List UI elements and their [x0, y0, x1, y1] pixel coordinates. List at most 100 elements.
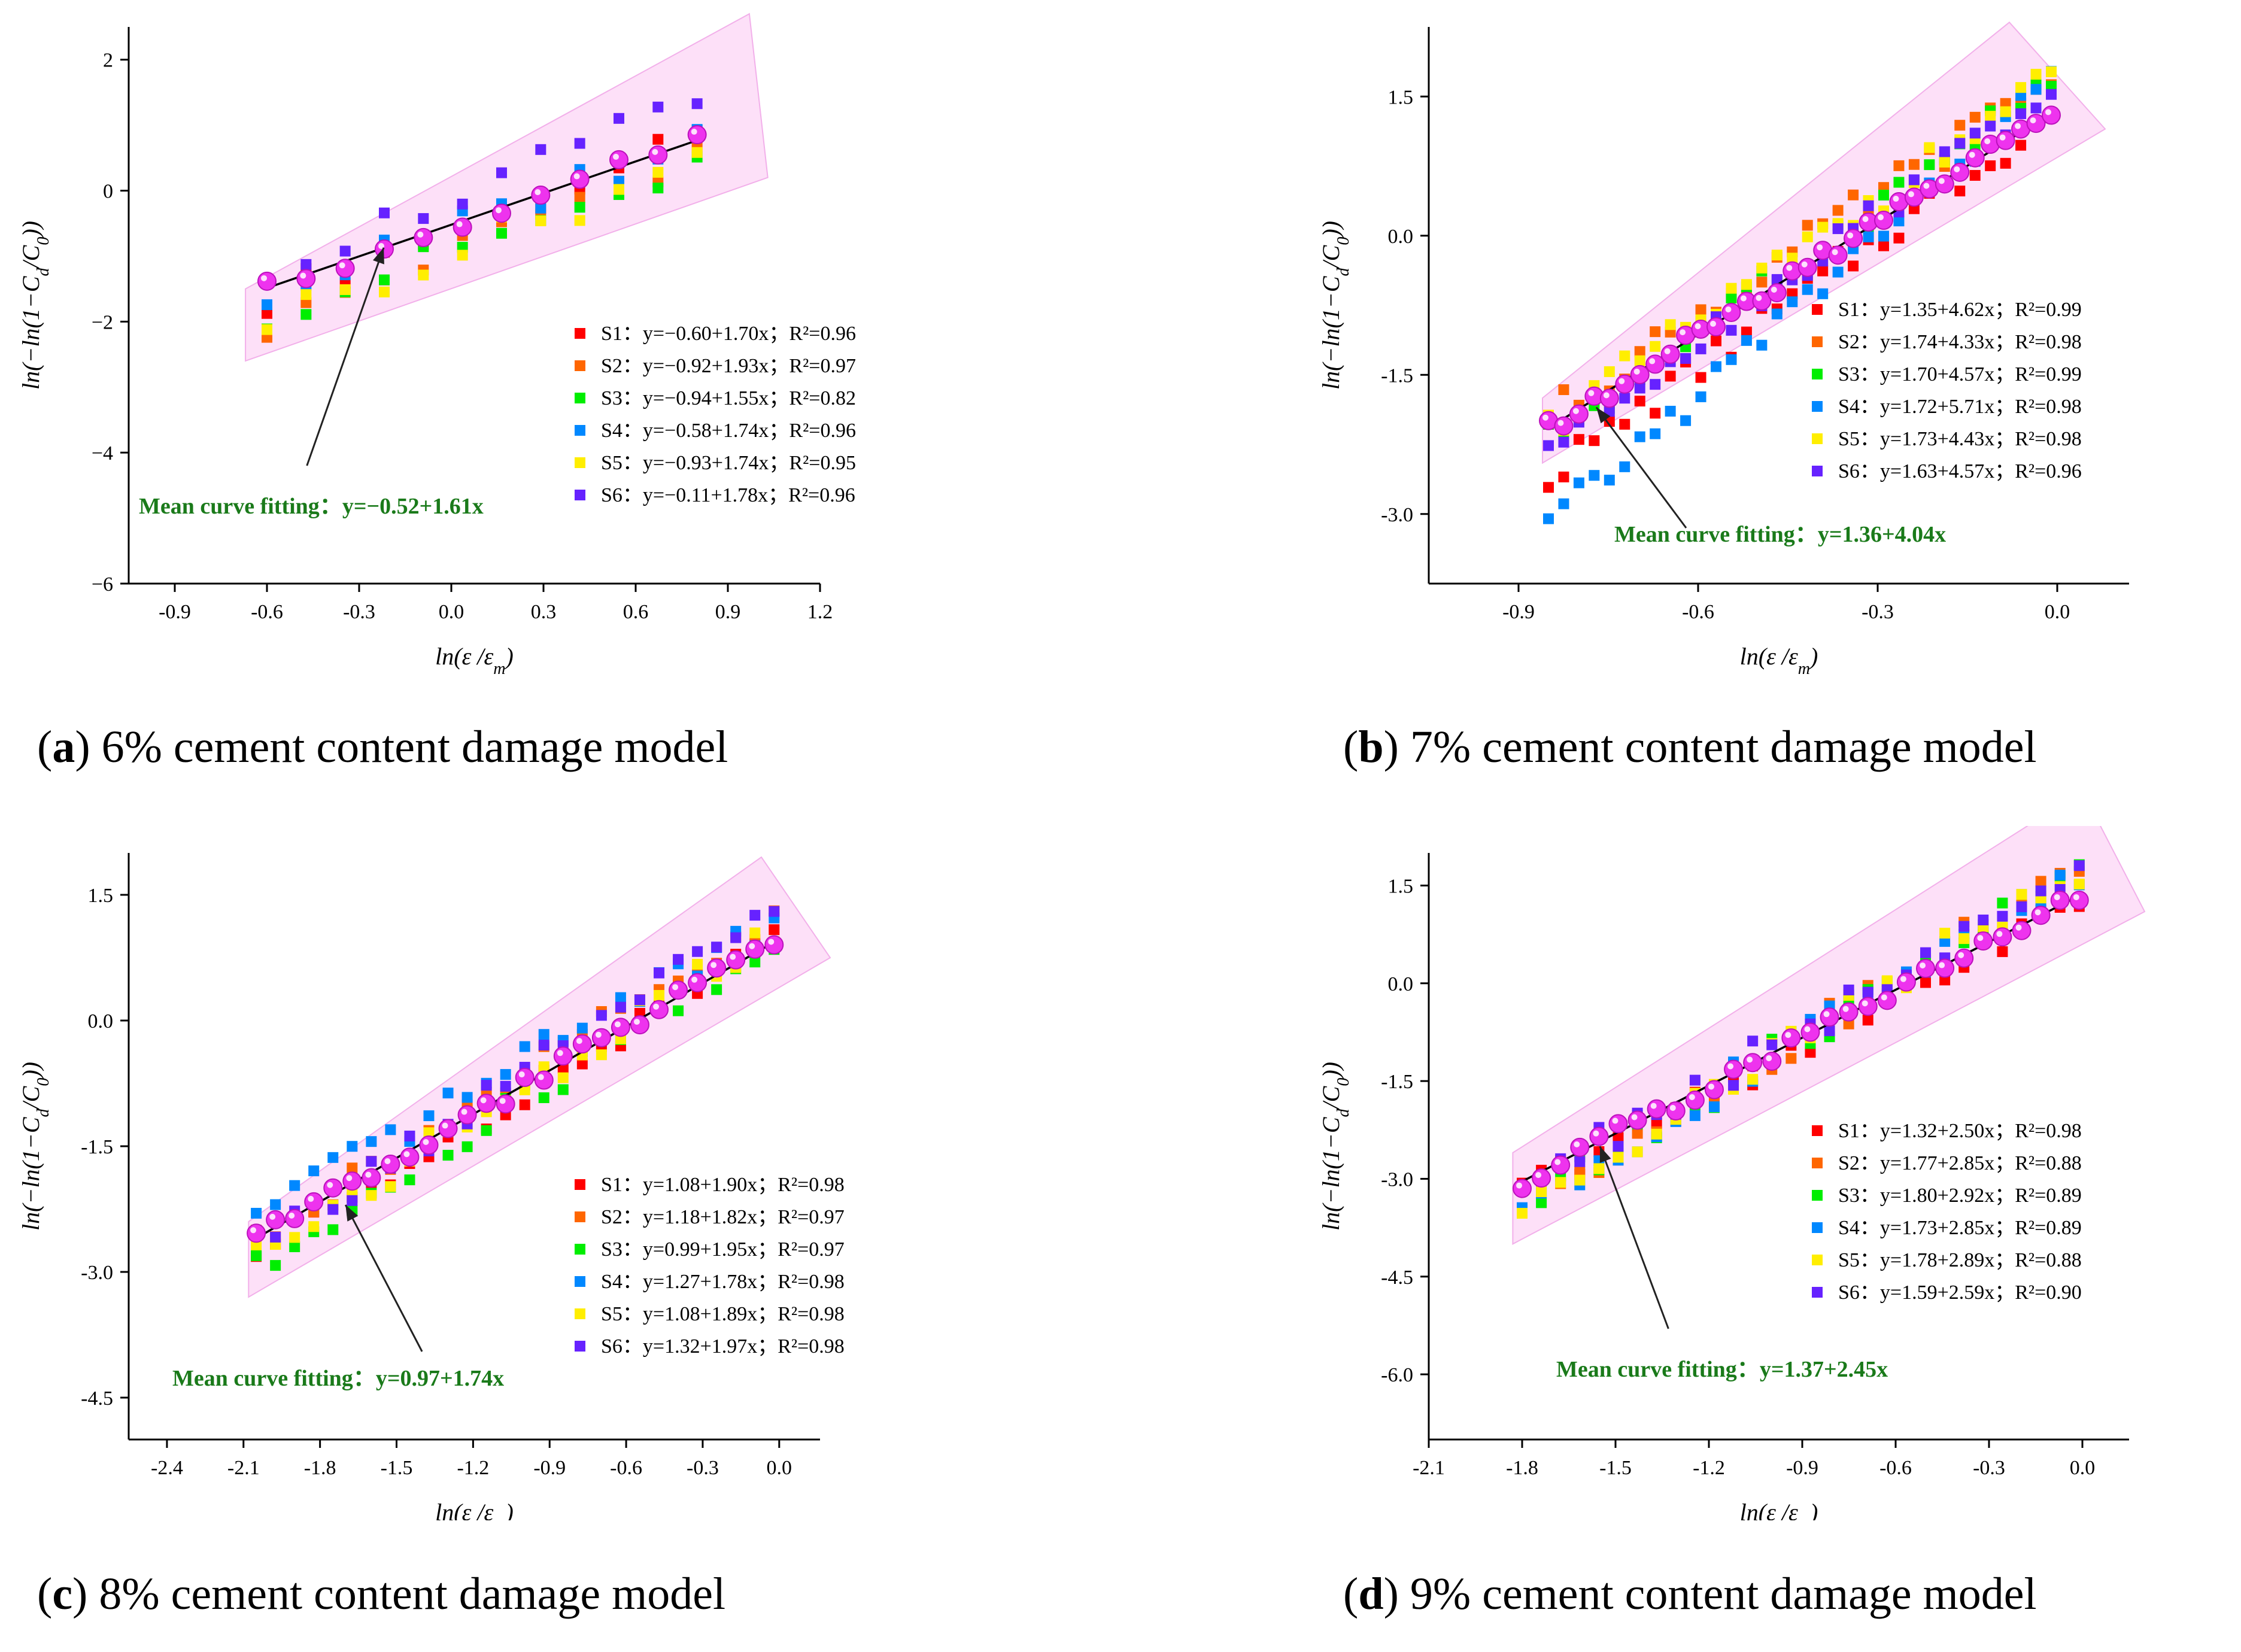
- data-point-S1: [1573, 434, 1584, 445]
- data-point-S4: [500, 1069, 511, 1080]
- mean-point-highlight: [1847, 232, 1854, 239]
- data-point-S2: [2000, 98, 2011, 109]
- x-axis-label: ln(ε /εm): [1740, 1499, 1818, 1520]
- legend-label-S1: S1：y=1.08+1.90x；R²=0.98: [601, 1174, 845, 1196]
- mean-point-highlight: [1695, 323, 1701, 329]
- mean-point: [342, 1171, 362, 1191]
- data-point-S5: [538, 1061, 549, 1073]
- data-point-S5: [1939, 928, 1951, 939]
- data-point-S6: [1954, 138, 1966, 149]
- legend-swatch-S6: [1812, 1287, 1823, 1298]
- mean-point-highlight: [1823, 1011, 1830, 1018]
- mean-point-highlight: [1878, 214, 1884, 221]
- data-point-S6: [1997, 910, 2008, 922]
- y-tick-label: −6: [92, 573, 113, 596]
- mean-point-highlight: [1785, 1032, 1791, 1038]
- y-tick-label: −2: [92, 311, 113, 333]
- mean-point: [1800, 1022, 1820, 1042]
- mean-point-highlight: [480, 1097, 487, 1104]
- mean-point-highlight: [691, 976, 698, 983]
- legend-label-S2: S2：y=1.74+4.33x；R²=0.98: [1838, 331, 2082, 353]
- data-point-S4: [1708, 1101, 1720, 1113]
- mean-point: [1630, 365, 1650, 384]
- data-point-S6: [615, 1001, 626, 1013]
- data-point-S1: [1634, 396, 1645, 407]
- data-point-S1: [576, 1058, 588, 1070]
- chart-panel-a: -0.9 -0.6 -0.3 0.0 0.3 0.6 0.9 1.2 −6 −4 −2 0 2 ln(ε …: [0, 0, 1120, 826]
- annotation-arrow-head: [1599, 1146, 1611, 1163]
- x-tick-label: 0.0: [767, 1457, 792, 1479]
- mean-point-highlight: [2045, 109, 2051, 116]
- data-point-S4: [1695, 391, 1706, 402]
- data-point-S6: [339, 245, 351, 257]
- mean-point: [515, 1068, 535, 1088]
- legend-label-S2: S2：y=1.18+1.82x；R²=0.97: [601, 1206, 845, 1228]
- mean-point: [726, 950, 746, 970]
- legend-label-S6: S6：y=1.32+1.97x；R²=0.98: [601, 1335, 845, 1358]
- data-point-S6: [574, 138, 585, 149]
- mean-point: [335, 259, 355, 278]
- mean-point-highlight: [1862, 215, 1869, 222]
- mean-point: [1973, 931, 1993, 951]
- data-point-S4: [576, 1022, 588, 1034]
- data-point-S3: [1726, 292, 1737, 303]
- mean-point: [611, 1018, 630, 1037]
- data-point-S3: [652, 183, 664, 194]
- x-tick-label: -0.3: [1973, 1457, 2005, 1479]
- mean-point: [1666, 1101, 1686, 1120]
- mean-point: [1935, 174, 1954, 194]
- mean-point-highlight: [403, 1151, 410, 1158]
- mean-point-highlight: [2015, 123, 2021, 129]
- x-tick-label: -0.9: [159, 601, 191, 623]
- legend-swatch-S6: [575, 490, 585, 500]
- data-point-S5: [574, 215, 585, 226]
- mean-point-highlight: [730, 953, 736, 960]
- legend-label-S2: S2：y=1.77+2.85x；R²=0.88: [1838, 1152, 2082, 1174]
- data-point-S6: [1728, 1080, 1739, 1091]
- data-point-S2: [1832, 205, 1844, 216]
- legend-swatch-S3: [1812, 1190, 1823, 1201]
- data-point-S4: [1756, 339, 1768, 351]
- data-point-S6: [1766, 1039, 1778, 1050]
- annotation-arrow-line: [306, 247, 385, 466]
- data-point-S3: [289, 1241, 300, 1252]
- mean-point-highlight: [1593, 1130, 1599, 1137]
- data-point-S3: [404, 1174, 415, 1186]
- data-point-S1: [1817, 265, 1829, 277]
- data-point-S4: [614, 175, 624, 187]
- data-point-S4: [1893, 215, 1905, 227]
- mean-point-highlight: [339, 262, 345, 269]
- data-point-S4: [347, 1141, 358, 1152]
- x-tick-label: -1.2: [1693, 1457, 1725, 1479]
- data-point-S5: [379, 286, 390, 297]
- mean-point: [1996, 130, 2015, 150]
- mean-point: [1874, 211, 1893, 230]
- data-point-S3: [442, 1150, 454, 1161]
- data-point-S6: [2016, 901, 2027, 912]
- data-point-S1: [1613, 1132, 1624, 1143]
- mean-point: [1896, 972, 1916, 992]
- chart-svg-d: -2.1 -1.8 -1.5 -1.2 -0.9 -0.6 -0.3 0.0 -6.0 -4.5 -…: [1317, 826, 2146, 1520]
- data-point-S5: [300, 289, 312, 300]
- data-point-S3: [461, 1141, 473, 1152]
- data-point-S5: [652, 166, 664, 178]
- mean-point-highlight: [518, 1071, 525, 1078]
- mean-point-highlight: [496, 207, 502, 214]
- chart-panel-b: -0.9 -0.6 -0.3 0.0 -3.0 -1.5 0.0 1.5 ln(ε /εm) ln…: [1120, 0, 2241, 826]
- mean-point: [400, 1147, 420, 1167]
- data-point-S6: [1920, 947, 1932, 958]
- mean-point-highlight: [327, 1182, 333, 1188]
- x-tick-label: -1.5: [1599, 1457, 1632, 1479]
- mean-point-highlight: [1669, 1104, 1676, 1111]
- mean-point: [247, 1223, 266, 1243]
- data-point-S1: [1862, 1015, 1873, 1026]
- data-point-S5: [1593, 1163, 1605, 1174]
- mean-point-highlight: [1664, 348, 1671, 354]
- y-tick-label: -6.0: [1381, 1364, 1413, 1386]
- y-tick-label: 1.5: [1388, 86, 1414, 108]
- data-point-S3: [496, 227, 507, 239]
- x-tick-label: -2.4: [151, 1457, 183, 1479]
- data-point-S4: [1680, 415, 1692, 426]
- data-point-S1: [1985, 160, 1996, 171]
- data-point-S6: [327, 1204, 339, 1215]
